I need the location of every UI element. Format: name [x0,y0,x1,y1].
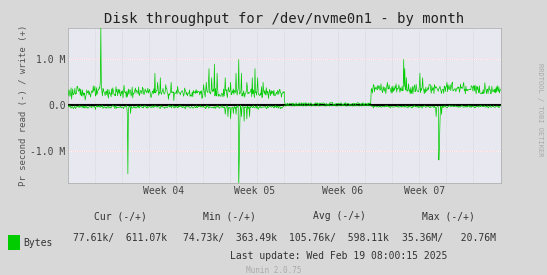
Text: Munin 2.0.75: Munin 2.0.75 [246,266,301,275]
Text: 74.73k/  363.49k: 74.73k/ 363.49k [183,233,277,243]
Text: 105.76k/  598.11k: 105.76k/ 598.11k [289,233,389,243]
Text: RRDTOOL / TOBI OETIKER: RRDTOOL / TOBI OETIKER [537,63,543,157]
Text: 35.36M/   20.76M: 35.36M/ 20.76M [401,233,496,243]
Text: Cur (-/+): Cur (-/+) [94,211,147,221]
Y-axis label: Pr second read (-) / write (+): Pr second read (-) / write (+) [19,24,27,186]
Text: Bytes: Bytes [24,238,53,248]
Text: Min (-/+): Min (-/+) [203,211,256,221]
Text: Avg (-/+): Avg (-/+) [313,211,365,221]
Text: 77.61k/  611.07k: 77.61k/ 611.07k [73,233,167,243]
Text: Last update: Wed Feb 19 08:00:15 2025: Last update: Wed Feb 19 08:00:15 2025 [230,251,448,261]
Text: Max (-/+): Max (-/+) [422,211,475,221]
Title: Disk throughput for /dev/nvme0n1 - by month: Disk throughput for /dev/nvme0n1 - by mo… [104,12,464,26]
